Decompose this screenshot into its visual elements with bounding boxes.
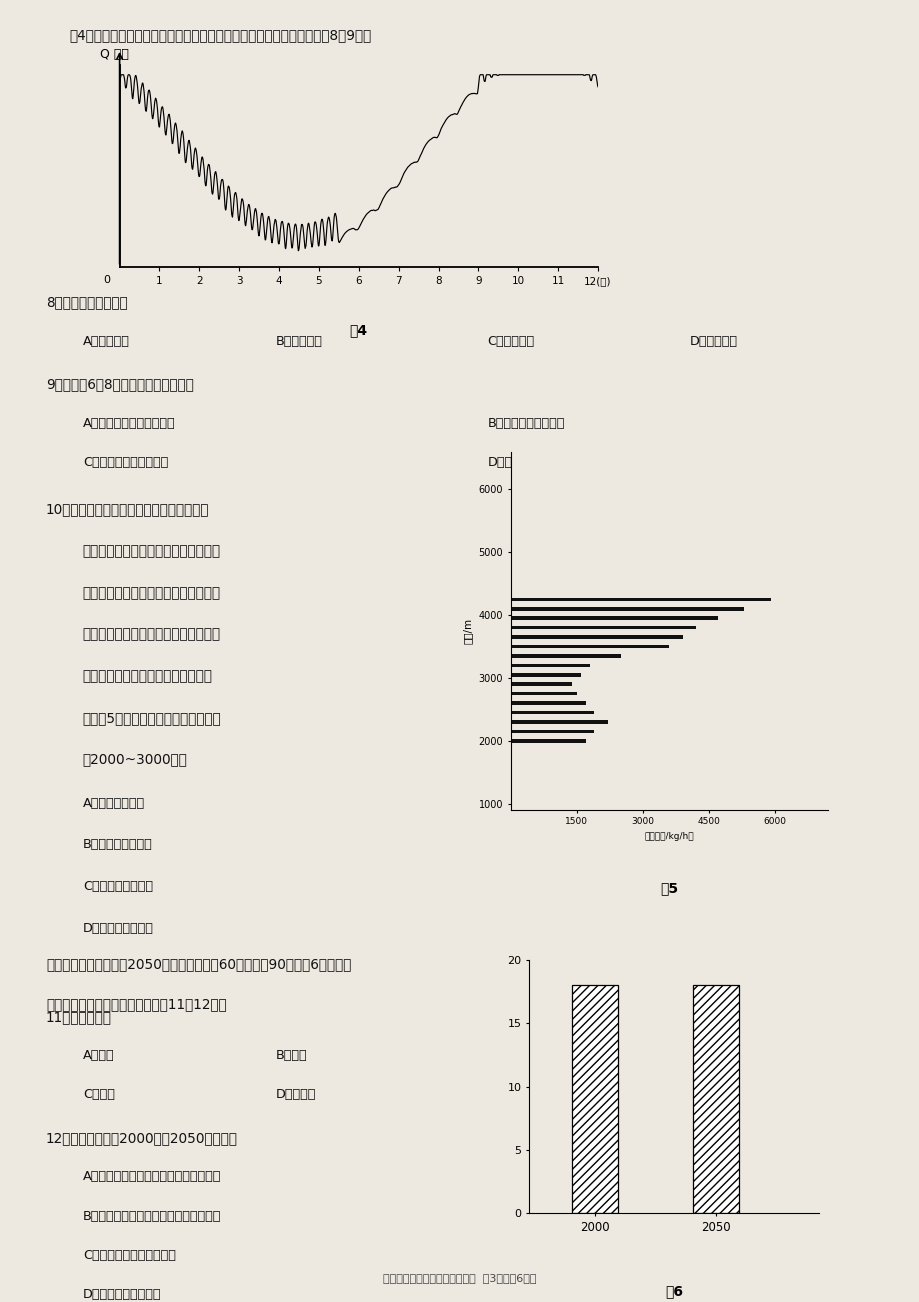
Text: 据世界人口组织预测，2050年世界人口将甗60亿增长到90亿。图6示意某国: 据世界人口组织预测，2050年世界人口将甗60亿增长到90亿。图6示意某国 [46,957,351,971]
Bar [510,740,584,742]
Text: D．地表径流量较小: D．地表径流量较小 [83,922,153,935]
Text: 图6: 图6 [664,1285,682,1298]
Text: 高一级期末质量测试地理科试题  第3页（兲6页）: 高一级期末质量测试地理科试题 第3页（兲6页） [383,1273,536,1284]
Bar [510,673,581,677]
Text: 少土壤中磷累积量。读我国四川西部某: 少土壤中磷累积量。读我国四川西部某 [83,628,221,642]
Text: B．美国: B．美国 [276,1049,307,1062]
Text: B．人口自然增长率与世界平均水平相当: B．人口自然增长率与世界平均水平相当 [83,1210,221,1223]
Text: 12．根据预测，从2000年到2050年，该国: 12．根据预测，从2000年到2050年，该国 [46,1131,238,1146]
Text: A．大气温度较低: A．大气温度较低 [83,797,145,810]
Text: A．中国: A．中国 [83,1049,114,1062]
Text: D．欧洲南部: D．欧洲南部 [689,335,737,348]
Text: C．土壤含水量较低: C．土壤含水量较低 [83,880,153,893]
Text: 外2000~3000米处: 外2000~3000米处 [83,753,187,767]
Bar [572,984,618,1213]
Bar [510,664,589,667]
Text: D．受东北信风带控制: D．受东北信风带控制 [487,456,565,469]
Bar [510,644,669,648]
Text: C．老龄人口数量逐渐减少: C．老龄人口数量逐渐减少 [83,1249,176,1262]
Text: A．受副热带高气压带控制: A．受副热带高气压带控制 [83,417,176,430]
Text: 图5: 图5 [660,881,677,896]
Text: 10．磷是土壤有机质的重要组成元素，也是: 10．磷是土壤有机质的重要组成元素，也是 [46,503,210,517]
Bar [510,616,717,620]
Text: 9．该河流6～8月流量减少由于该地区: 9．该河流6～8月流量减少由于该地区 [46,378,194,392]
Bar [693,984,738,1213]
Text: B．亚洲东部: B．亚洲东部 [276,335,323,348]
Text: C．亚洲南部: C．亚洲南部 [487,335,534,348]
Text: 人口占世界人口的比重。据此完戕11～12题。: 人口占世界人口的比重。据此完戕11～12题。 [46,997,226,1012]
Text: 0: 0 [103,275,110,285]
Text: 图4: 图4 [349,323,368,337]
Bar [510,598,770,602]
Bar [510,720,607,724]
Bar [510,691,576,695]
Text: C．受副极地低气压控制: C．受副极地低气压控制 [83,456,168,469]
Text: 8．该河流最可能位于: 8．该河流最可能位于 [46,296,128,310]
Text: D．俄罗斯: D．俄罗斯 [276,1088,316,1101]
Text: A．欧洲西部: A．欧洲西部 [83,335,130,348]
Text: 图（图5），与磷高累积区相比，该山: 图（图5），与磷高累积区相比，该山 [83,711,221,725]
Text: 植物生长的营养元素。土壤水分增加有: 植物生长的营养元素。土壤水分增加有 [83,544,221,559]
Text: B．受极地高气压控制: B．受极地高气压控制 [487,417,564,430]
Bar [510,607,743,611]
Bar [510,682,572,686]
Text: C．印度: C．印度 [83,1088,115,1101]
Text: 图4为北半球某河流量过程线示意图（该河以雨水补给为主），读图回答8～9题。: 图4为北半球某河流量过程线示意图（该河以雨水补给为主），读图回答8～9题。 [69,29,371,43]
Text: A．人口增长模式由原始型向传统型转变: A．人口增长模式由原始型向传统型转变 [83,1170,221,1184]
Y-axis label: 海拔/m: 海拔/m [462,617,472,644]
Text: 11．该国可能是: 11．该国可能是 [46,1010,112,1025]
X-axis label: 磷累积量/kg/h㎡: 磷累积量/kg/h㎡ [644,832,693,841]
Text: 利于磷累积，气温升高和流水侵蚀会减: 利于磷累积，气温升高和流水侵蚀会减 [83,586,221,600]
Bar [510,635,682,639]
Bar [510,702,584,704]
Bar [510,626,695,629]
Text: B．生物生产量较低: B．生物生产量较低 [83,838,153,852]
Bar [510,654,620,658]
Text: D．人口数量比较稳定: D．人口数量比较稳定 [83,1288,161,1301]
Bar [510,729,594,733]
Bar [510,711,594,715]
Text: 山地东坡土壤中磷累积量的垂直变化: 山地东坡土壤中磷累积量的垂直变化 [83,669,212,684]
Text: Q 流量: Q 流量 [100,48,130,61]
